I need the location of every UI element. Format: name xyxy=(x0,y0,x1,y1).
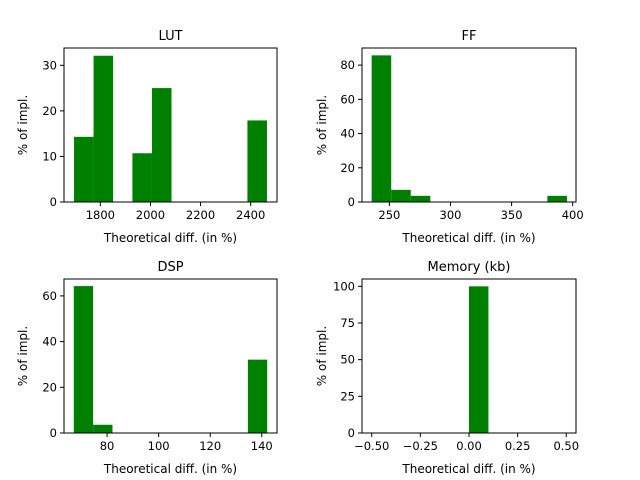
axes-frame xyxy=(361,47,577,203)
y-tick-label: 0 xyxy=(348,195,355,209)
x-tick-label: 120 xyxy=(199,439,221,453)
histogram-bar xyxy=(151,88,172,202)
histogram-bar xyxy=(391,189,411,202)
y-tick-label: 30 xyxy=(42,58,57,72)
x-axis-label: Theoretical diff. (in %) xyxy=(103,231,237,245)
histogram-bar xyxy=(74,136,94,202)
y-tick-label: 50 xyxy=(340,353,355,367)
y-tick-label: 20 xyxy=(340,161,355,175)
histogram-bar xyxy=(93,424,113,433)
x-tick-label: 250 xyxy=(378,208,400,222)
subplot-title: LUT xyxy=(158,29,182,44)
y-tick-label: 100 xyxy=(333,279,355,293)
y-tick-label: 80 xyxy=(340,58,355,72)
y-axis-label: % of impl. xyxy=(16,95,30,155)
x-tick-label: 0.25 xyxy=(505,439,531,453)
subplot-4: −0.50 −0.25 0.00 0.25 0.50 0 25 50 75 100 Memory (… xyxy=(315,260,579,476)
y-tick-label: 10 xyxy=(42,149,57,163)
x-tick-label: 0.50 xyxy=(553,439,579,453)
y-tick-label: 75 xyxy=(340,316,355,330)
x-tick-label: 2400 xyxy=(236,208,265,222)
y-axis-label: % of impl. xyxy=(16,326,30,386)
axes-frame xyxy=(63,47,278,203)
y-tick-label: 60 xyxy=(42,289,57,303)
subplot-title: DSP xyxy=(157,260,183,275)
x-tick-label: 300 xyxy=(440,208,462,222)
axes-frame xyxy=(63,278,278,434)
subplot-2: 250 300 350 400 0 20 40 60 80 FF Theoretical diff.… xyxy=(315,29,584,245)
y-tick-label: 0 xyxy=(50,426,57,440)
x-tick-label: 2000 xyxy=(136,208,165,222)
subplot-3: 80 100 120 140 0 20 40 60 DSP Theoretical diff. (… xyxy=(16,260,278,476)
x-axis-label: Theoretical diff. (in %) xyxy=(103,462,237,476)
histogram-bar xyxy=(371,55,392,203)
x-tick-label: 0.00 xyxy=(456,439,482,453)
x-axis-label: Theoretical diff. (in %) xyxy=(401,462,535,476)
x-tick-label: 1800 xyxy=(86,208,115,222)
histogram-bar xyxy=(132,153,152,202)
x-tick-label: 400 xyxy=(562,208,584,222)
y-axis-label: % of impl. xyxy=(315,326,329,386)
y-tick-label: 25 xyxy=(340,389,355,403)
y-tick-label: 20 xyxy=(42,104,57,118)
histogram-bar xyxy=(73,286,94,433)
histogram-bar xyxy=(547,195,567,202)
y-axis-label: % of impl. xyxy=(315,95,329,155)
histogram-bar xyxy=(469,286,489,433)
x-tick-label: −0.25 xyxy=(403,439,438,453)
histogram-bar xyxy=(93,55,114,203)
y-tick-label: 20 xyxy=(42,380,57,394)
subplot-title: Memory (kb) xyxy=(428,260,511,275)
x-tick-label: 140 xyxy=(251,439,273,453)
histogram-bar xyxy=(247,359,268,433)
histogram-bar xyxy=(247,120,267,202)
y-tick-label: 40 xyxy=(42,335,57,349)
subplot-1: 1800 2000 2200 2400 0 10 20 30 LUT Theoretical di… xyxy=(16,29,278,245)
x-tick-label: −0.50 xyxy=(354,439,389,453)
x-tick-label: 350 xyxy=(501,208,523,222)
x-axis-label: Theoretical diff. (in %) xyxy=(401,231,535,245)
x-tick-label: 2200 xyxy=(186,208,215,222)
y-tick-label: 60 xyxy=(340,92,355,106)
x-tick-label: 100 xyxy=(148,439,170,453)
x-tick-label: 80 xyxy=(100,439,115,453)
y-tick-label: 0 xyxy=(348,426,355,440)
subplot-title: FF xyxy=(462,29,477,44)
histogram-bar xyxy=(410,195,431,202)
y-tick-label: 0 xyxy=(50,195,57,209)
y-tick-label: 40 xyxy=(340,127,355,141)
